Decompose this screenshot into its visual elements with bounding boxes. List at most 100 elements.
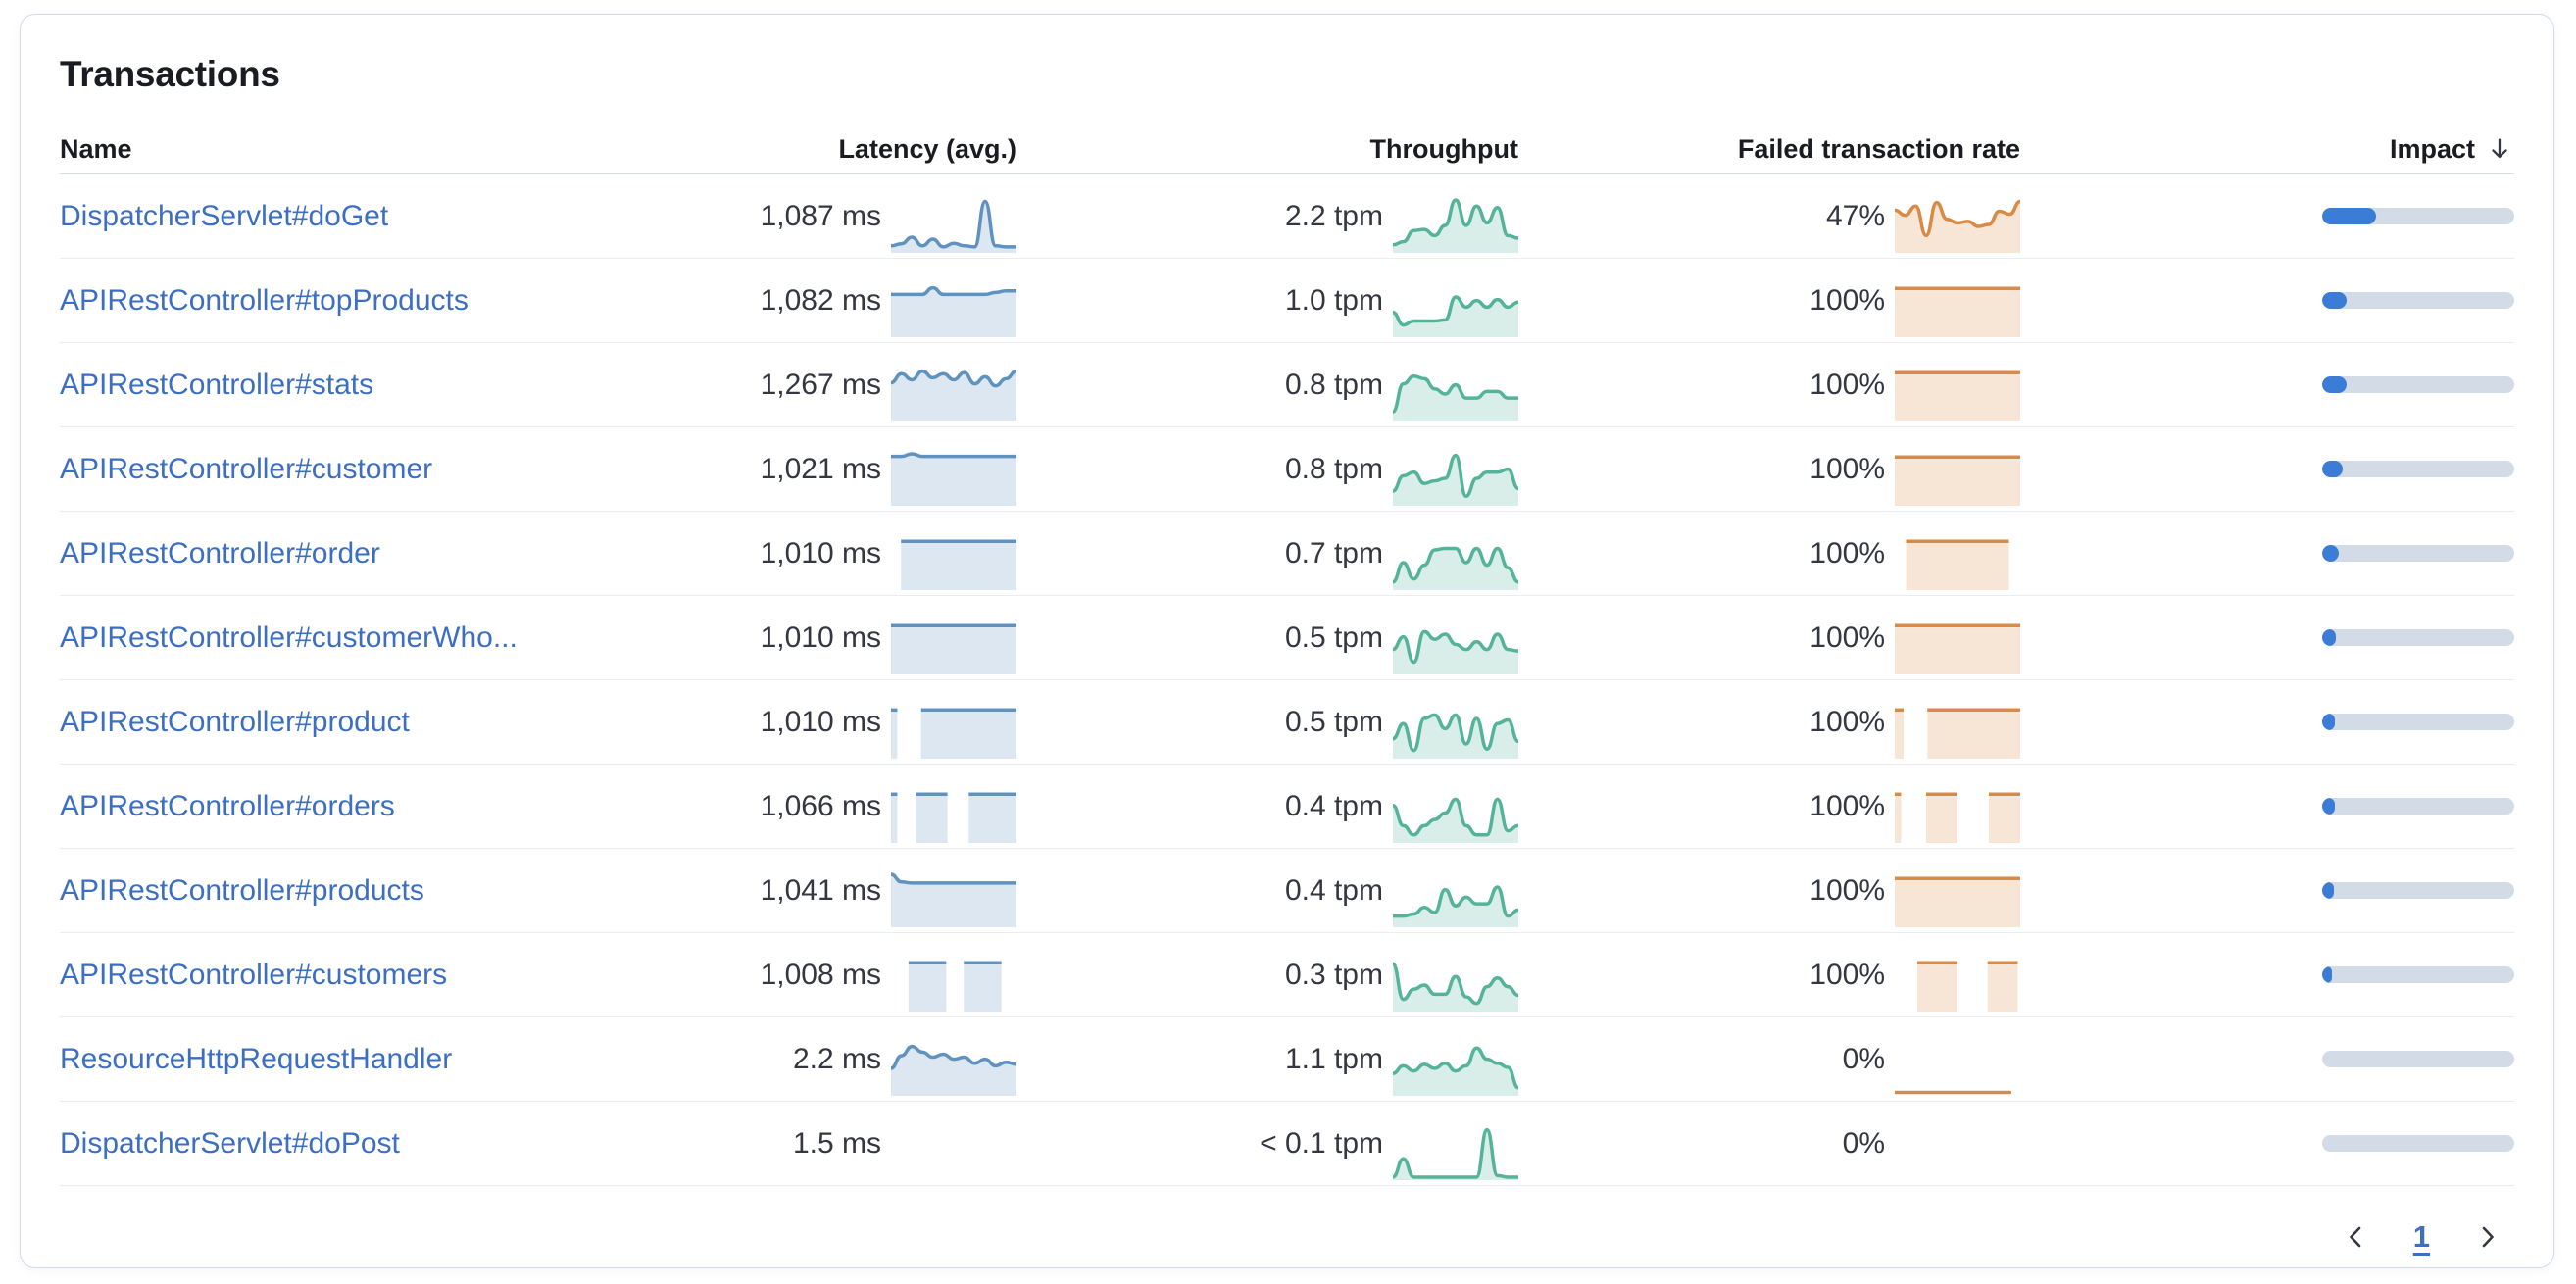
transaction-link[interactable]: APIRestController#topProducts [60,283,469,317]
throughput-value: 0.5 tpm [1284,705,1383,738]
impact-bar [2322,292,2514,309]
impact-bar-fill [2322,629,2336,646]
failed-rate-value: 100% [1809,283,1885,317]
throughput-sparkline [1391,365,1520,421]
table-row: APIRestController#stats 1,267 ms 0.8 tpm… [60,343,2514,427]
impact-cell [2020,849,2514,932]
impact-bar [2322,798,2514,815]
impact-cell [2020,765,2514,848]
impact-cell [2020,1102,2514,1185]
throughput-sparkline [1391,955,1520,1012]
transaction-link[interactable]: APIRestController#customerWho... [60,620,518,654]
transaction-link[interactable]: APIRestController#product [60,705,410,738]
transaction-link[interactable]: DispatcherServlet#doPost [60,1126,400,1160]
transaction-link[interactable]: APIRestController#orders [60,789,395,822]
table-header-row: Name Latency (avg.) Throughput Failed tr… [60,124,2514,174]
throughput-cell: 0.4 tpm [1016,765,1520,848]
table-row: DispatcherServlet#doPost 1.5 ms < 0.1 tp… [60,1102,2514,1186]
failed-rate-cell: 0% [1518,1017,2020,1101]
latency-sparkline [891,533,1016,590]
failed-rate-cell: 100% [1518,849,2020,932]
throughput-sparkline [1391,702,1520,759]
transaction-link[interactable]: APIRestController#products [60,873,424,907]
impact-bar [2322,461,2514,477]
throughput-value: 1.0 tpm [1284,283,1383,317]
latency-value: 1,087 ms [760,199,881,232]
column-header-impact-label: Impact [2389,133,2475,164]
failed-rate-value: 100% [1809,705,1885,738]
column-header-throughput[interactable]: Throughput [1369,133,1518,164]
column-header-name[interactable]: Name [60,133,132,164]
transaction-link[interactable]: DispatcherServlet#doGet [60,199,389,232]
transaction-link[interactable]: APIRestController#customers [60,958,448,991]
previous-page-button[interactable] [2335,1215,2378,1259]
table-row: APIRestController#product 1,010 ms 0.5 t… [60,680,2514,765]
latency-sparkline [891,617,1016,674]
throughput-value: 2.2 tpm [1284,199,1383,232]
transaction-link[interactable]: APIRestController#customer [60,452,433,485]
failed-rate-cell: 100% [1518,680,2020,764]
column-header-impact[interactable]: Impact [2020,134,2514,165]
latency-cell: 1,010 ms [566,680,1016,764]
failed-rate-value: 0% [1842,1042,1885,1075]
failed-rate-value: 100% [1809,789,1885,822]
failed-rate-cell: 100% [1518,427,2020,511]
transaction-link[interactable]: ResourceHttpRequestHandler [60,1042,453,1075]
impact-cell [2020,933,2514,1016]
latency-sparkline [889,280,1018,337]
impact-bar-fill [2322,208,2376,224]
impact-cell [2020,427,2514,511]
throughput-value: 0.4 tpm [1284,873,1383,907]
table-row: APIRestController#products 1,041 ms 0.4 … [60,849,2514,933]
column-header-failed-rate[interactable]: Failed transaction rate [1737,133,2020,164]
impact-cell [2020,680,2514,764]
latency-sparkline [889,196,1018,253]
impact-bar-fill [2322,545,2339,562]
impact-bar [2322,629,2514,646]
latency-cell: 1,010 ms [566,596,1016,679]
failed-rate-value: 100% [1809,873,1885,907]
transactions-panel: Transactions Name Latency (avg.) Through… [20,14,2554,1268]
page-1-button[interactable]: 1 [2407,1215,2436,1259]
transaction-link[interactable]: APIRestController#stats [60,368,374,401]
throughput-value: 0.8 tpm [1284,368,1383,401]
throughput-cell: 0.3 tpm [1016,933,1520,1016]
latency-cell: 1,010 ms [566,512,1016,595]
throughput-cell: 2.2 tpm [1016,174,1520,258]
chevron-left-icon [2349,1226,2361,1248]
column-header-latency[interactable]: Latency (avg.) [838,133,1016,164]
failed-rate-cell: 100% [1518,343,2020,426]
next-page-button[interactable] [2465,1215,2508,1259]
table-row: APIRestController#customerWho... 1,010 m… [60,596,2514,680]
table-body: DispatcherServlet#doGet 1,087 ms 2.2 tpm… [60,174,2514,1186]
throughput-value: 0.7 tpm [1284,536,1383,569]
throughput-sparkline [1391,617,1520,674]
latency-cell: 1,082 ms [566,259,1018,342]
table-row: APIRestController#orders 1,066 ms 0.4 tp… [60,765,2514,849]
transaction-link[interactable]: APIRestController#order [60,536,380,569]
failed-rate-sparkline [1895,533,2020,590]
latency-value: 2.2 ms [792,1042,881,1075]
latency-value: 1,010 ms [760,536,881,569]
throughput-sparkline [1391,786,1520,843]
impact-bar-fill [2322,376,2347,393]
latency-value: 1,010 ms [760,620,881,654]
impact-bar-fill [2322,714,2336,730]
failed-rate-sparkline [1895,365,2020,421]
latency-cell: 1,087 ms [566,174,1018,258]
failed-rate-cell: 100% [1518,259,2020,342]
failed-rate-cell: 47% [1518,174,2022,258]
failed-rate-sparkline [1895,449,2020,506]
failed-rate-sparkline [1893,196,2022,253]
latency-cell: 2.2 ms [566,1017,1018,1101]
latency-value: 1,066 ms [760,789,881,822]
latency-cell: 1,267 ms [566,343,1018,426]
throughput-sparkline [1391,280,1520,337]
latency-value: 1,008 ms [760,958,881,991]
throughput-value: 0.5 tpm [1284,620,1383,654]
pagination: 1 [60,1186,2514,1259]
impact-bar-fill [2322,798,2335,815]
table-row: ResourceHttpRequestHandler 2.2 ms 1.1 tp… [60,1017,2514,1102]
table-row: DispatcherServlet#doGet 1,087 ms 2.2 tpm… [60,174,2514,259]
throughput-cell: 0.5 tpm [1016,680,1520,764]
